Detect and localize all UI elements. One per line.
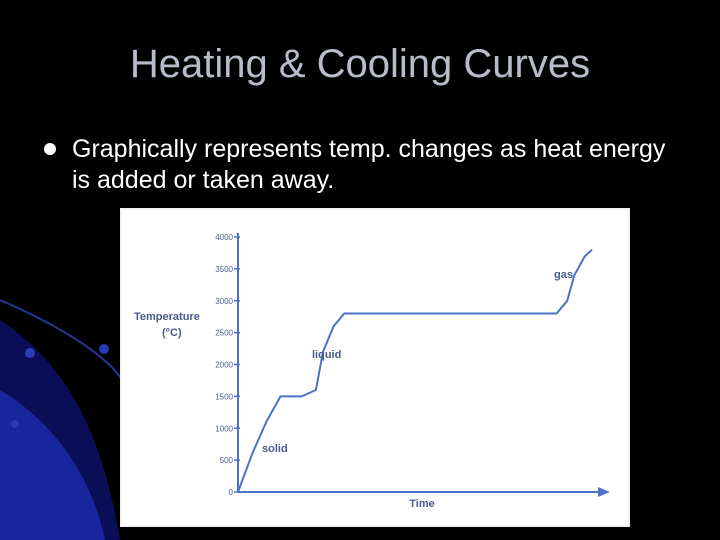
- heating-curve-line: [237, 249, 593, 493]
- bullet-dot-icon: [44, 143, 56, 155]
- heating-curve-chart: 0 500 1000 1500 2000 2500 3000 3500 4000 Temperat…: [120, 208, 630, 527]
- y-axis-label: Temperature: [134, 311, 200, 323]
- chart-svg: 0 500 1000 1500 2000 2500 3000 3500 4000 Temperat…: [134, 233, 610, 510]
- y-tick-label: 3500: [215, 265, 233, 274]
- y-tick-label: 2000: [215, 361, 233, 370]
- annotation-liquid: liquid: [312, 349, 341, 361]
- y-tick-label: 2500: [215, 329, 233, 338]
- annotation-gas: gas: [554, 269, 573, 281]
- annotation-solid: solid: [262, 443, 288, 455]
- y-tick-label: 4000: [215, 233, 233, 242]
- bullet-text: Graphically represents temp. changes as …: [72, 135, 666, 194]
- x-axis-label: Time: [409, 498, 434, 510]
- x-axis-arrow-icon: [598, 487, 610, 497]
- slide-title: Heating & Cooling Curves: [129, 42, 591, 86]
- y-tick-label: 3000: [215, 297, 233, 306]
- y-tick-label: 0: [229, 488, 234, 497]
- y-axis-unit-label: (°C): [162, 327, 182, 339]
- y-tick-label: 1500: [215, 392, 233, 401]
- y-tick-label: 1000: [215, 424, 233, 433]
- y-tick-label: 500: [220, 456, 234, 465]
